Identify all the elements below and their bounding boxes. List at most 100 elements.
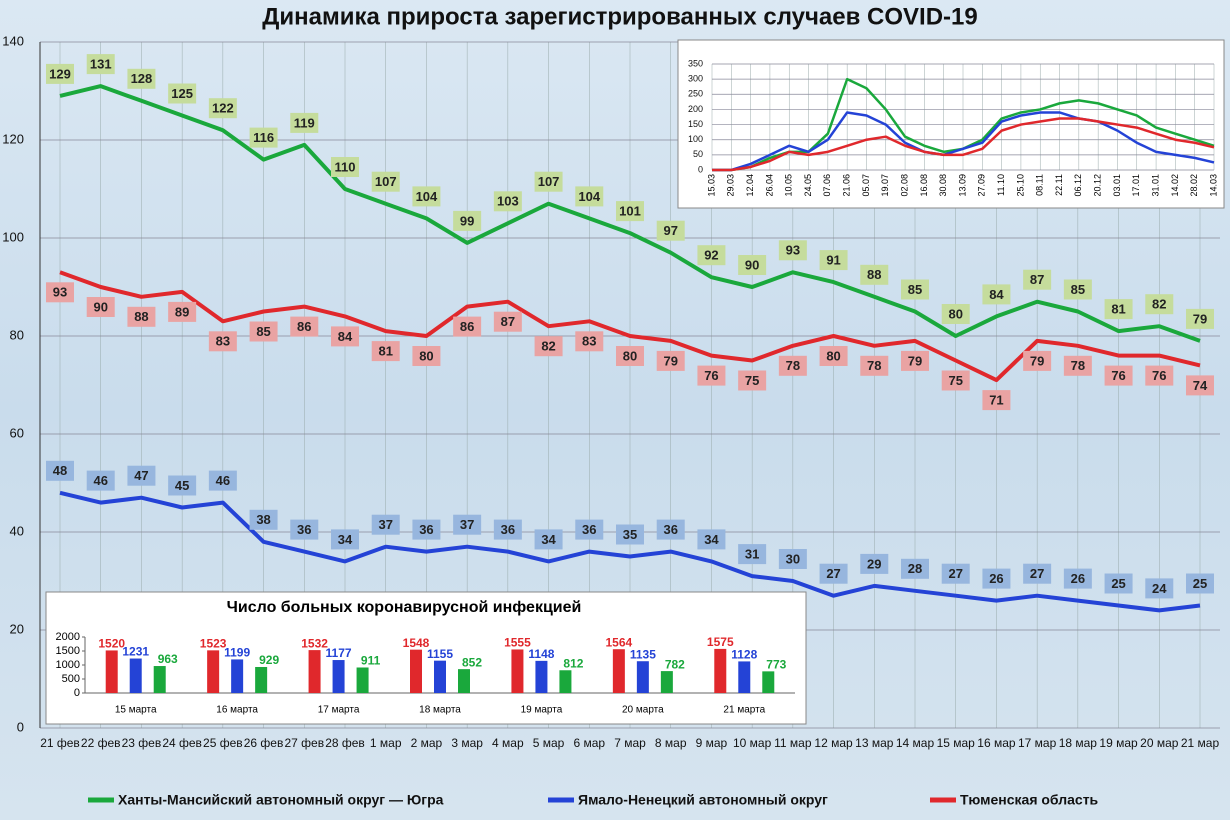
x-tick-label: 15 марта [115, 705, 157, 716]
x-tick-label: 16 мар [977, 736, 1016, 750]
data-label-bg [412, 519, 441, 540]
x-tick-label: 30.08 [938, 174, 948, 197]
data-label: 25 [1193, 576, 1207, 591]
data-label: 78 [1071, 358, 1085, 373]
x-tick-label: 16 марта [216, 705, 258, 716]
data-label-bg [1104, 299, 1133, 320]
data-label: 45 [175, 478, 189, 493]
data-label: 27 [1030, 566, 1044, 581]
data-label-bg [249, 127, 278, 148]
data-label: 83 [582, 334, 596, 349]
data-label: 1532 [301, 636, 328, 650]
data-label-bg [493, 519, 522, 540]
x-tick-label: 17 мар [1018, 736, 1057, 750]
data-label: 1155 [427, 647, 453, 661]
data-label-bg [697, 365, 726, 386]
data-label: 36 [297, 522, 311, 537]
x-tick-label: 21.06 [842, 174, 852, 197]
data-label-bg [86, 54, 115, 75]
data-label: 71 [989, 393, 1003, 408]
bar [434, 660, 446, 693]
bar [356, 667, 369, 693]
data-label-bg [453, 514, 482, 535]
data-label: 116 [253, 130, 274, 145]
data-label-bg [290, 112, 319, 133]
data-label-bg [656, 350, 685, 371]
inset-title: Число больных коронавирусной инфекцией [227, 599, 582, 616]
bar [153, 666, 166, 693]
data-label: 773 [766, 658, 786, 672]
data-label-bg [534, 336, 563, 357]
y-tick-label: 60 [10, 425, 24, 440]
data-label-bg [534, 171, 563, 192]
data-label-bg [616, 346, 644, 366]
data-label-bg [941, 370, 970, 391]
data-label-bg [860, 553, 889, 574]
y-tick-label: 80 [10, 327, 24, 342]
data-label: 85 [908, 282, 922, 297]
data-label: 35 [623, 527, 637, 542]
data-label-bg [941, 304, 970, 324]
bar [660, 671, 673, 693]
data-label-bg [331, 157, 359, 177]
x-tick-label: 14.02 [1170, 174, 1180, 197]
data-label: 812 [563, 656, 583, 670]
data-label-bg [901, 350, 929, 371]
data-label-bg [738, 370, 767, 391]
data-label-bg [168, 83, 197, 104]
x-tick-label: 22 фев [80, 736, 121, 750]
data-label: 34 [338, 532, 353, 547]
y-tick-label: 50 [693, 149, 703, 159]
x-tick-label: 23 фев [121, 736, 162, 750]
y-tick-label: 0 [17, 719, 24, 734]
data-label-bg [127, 465, 156, 486]
data-label: 36 [582, 522, 596, 537]
data-label-bg [860, 264, 889, 285]
data-label: 87 [1030, 272, 1044, 287]
data-label-bg [290, 316, 319, 337]
bar [129, 658, 142, 693]
data-label: 34 [541, 532, 556, 547]
data-label-bg [208, 98, 237, 119]
data-label-bg [819, 250, 848, 271]
bar [714, 648, 727, 693]
data-label: 74 [1193, 378, 1208, 393]
x-tick-label: 3 мар [451, 736, 483, 750]
x-tick-label: 03.01 [1112, 174, 1122, 197]
data-label: 27 [826, 566, 840, 581]
line [59, 84, 1201, 343]
data-label-bg [697, 529, 726, 550]
bar [535, 660, 548, 693]
x-tick-label: 14 мар [895, 736, 935, 750]
data-label: 34 [704, 532, 719, 547]
data-label: 119 [294, 115, 315, 130]
y-tick-label: 300 [688, 74, 703, 84]
y-tick-label: 0 [698, 164, 703, 174]
y-tick-label: 200 [688, 104, 703, 114]
data-label: 90 [745, 257, 759, 272]
data-label-bg [86, 470, 115, 491]
data-label-bg [412, 346, 441, 366]
x-tick-label: 18 марта [419, 705, 461, 716]
data-label: 47 [134, 468, 148, 483]
data-label-bg [1145, 294, 1174, 315]
data-label: 1148 [528, 647, 554, 661]
data-label-bg [1023, 350, 1052, 371]
data-label-bg [778, 355, 807, 376]
data-label: 76 [1152, 368, 1166, 383]
data-label-bg [371, 171, 400, 192]
data-label-bg [331, 529, 359, 550]
data-label-bg [208, 331, 237, 352]
data-label-bg [778, 240, 807, 261]
chart-title: Динамика прироста зарегистрированных слу… [262, 3, 977, 30]
data-label: 93 [53, 285, 67, 300]
data-label-bg [656, 519, 685, 540]
x-tick-label: 29.03 [726, 174, 736, 197]
data-label: 84 [989, 287, 1004, 302]
data-label: 79 [1030, 353, 1044, 368]
x-tick-label: 11.10 [996, 174, 1006, 196]
data-label-bg [1186, 308, 1214, 329]
bar [332, 660, 345, 693]
x-tick-label: 9 мар [695, 736, 728, 750]
data-label-bg [493, 191, 522, 212]
